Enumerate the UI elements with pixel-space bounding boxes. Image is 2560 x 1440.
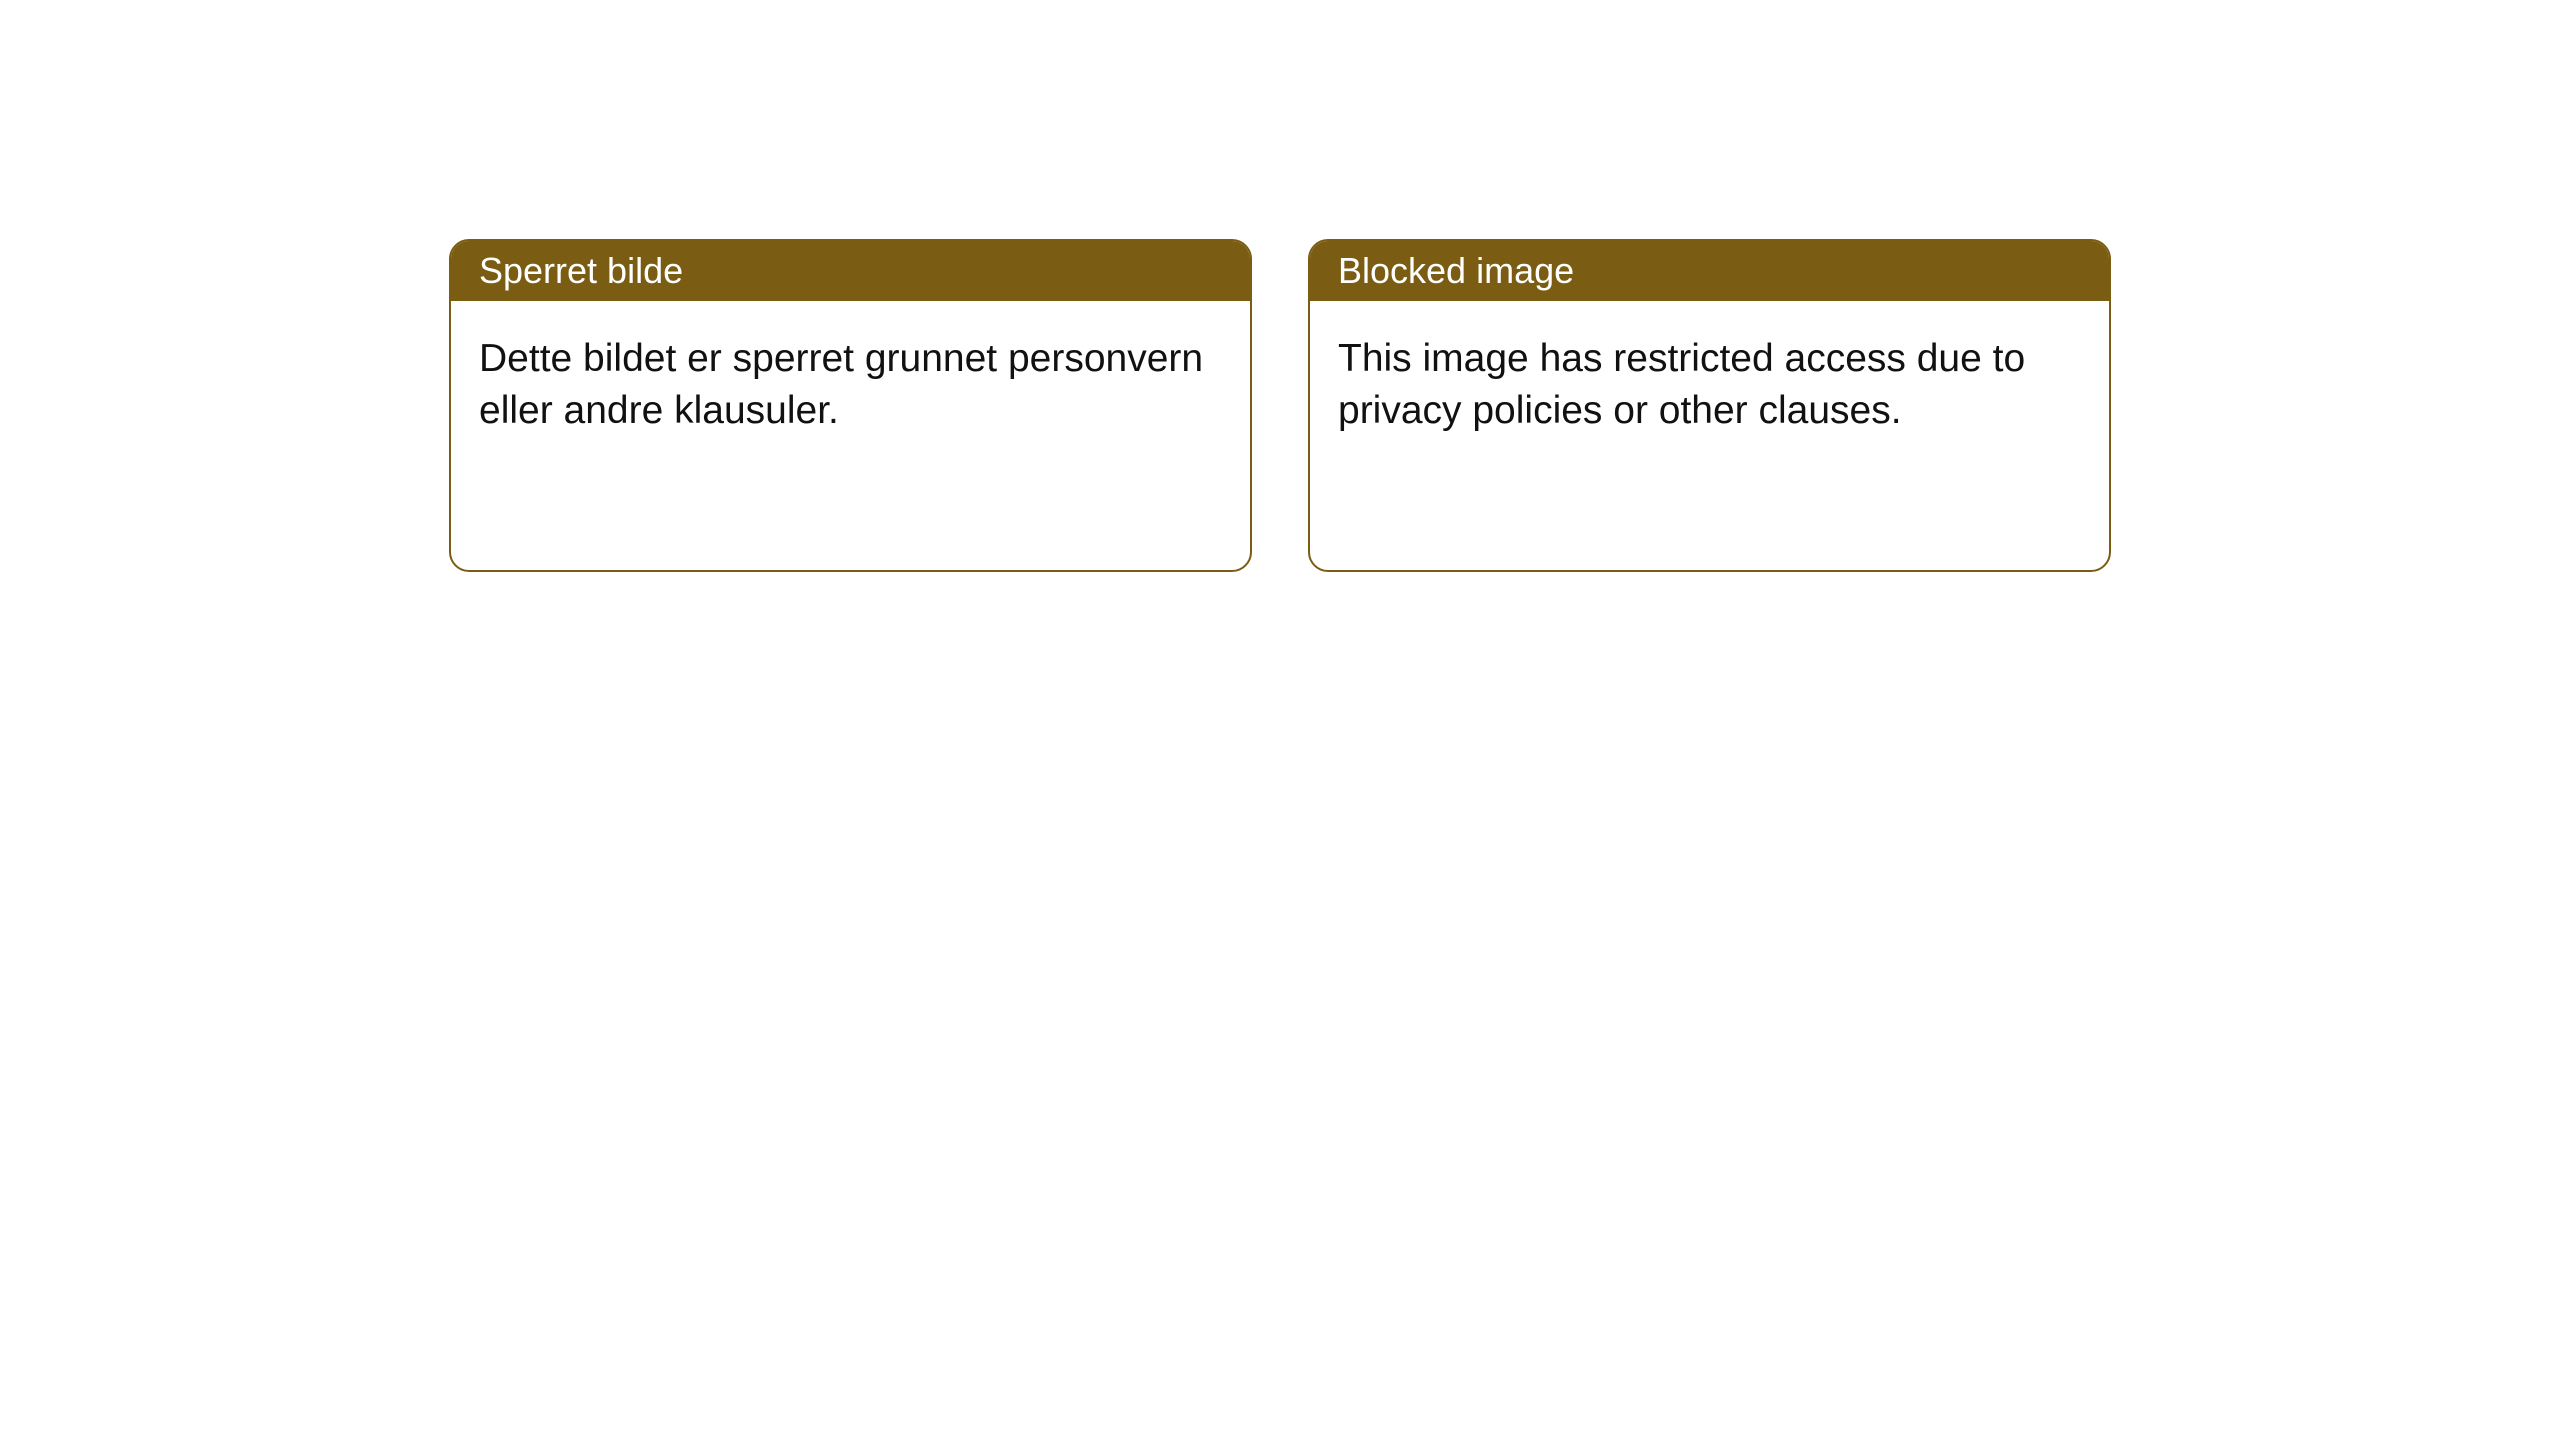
card-body-text: This image has restricted access due to … <box>1338 337 2025 432</box>
card-title: Sperret bilde <box>479 250 683 292</box>
page-canvas: Sperret bilde Dette bildet er sperret gr… <box>0 0 2560 1440</box>
blocked-image-card-en: Blocked image This image has restricted … <box>1308 239 2111 572</box>
card-title: Blocked image <box>1338 250 1574 292</box>
card-header: Sperret bilde <box>451 241 1250 301</box>
card-body-text: Dette bildet er sperret grunnet personve… <box>479 337 1203 432</box>
card-header: Blocked image <box>1310 241 2109 301</box>
blocked-image-card-no: Sperret bilde Dette bildet er sperret gr… <box>449 239 1252 572</box>
card-body: This image has restricted access due to … <box>1310 301 2109 437</box>
card-body: Dette bildet er sperret grunnet personve… <box>451 301 1250 437</box>
